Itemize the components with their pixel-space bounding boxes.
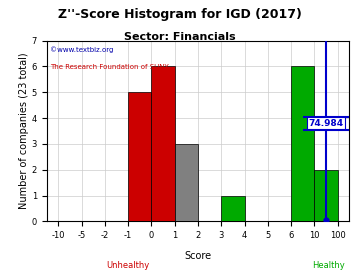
Text: The Research Foundation of SUNY: The Research Foundation of SUNY — [50, 64, 168, 70]
Text: Z''-Score Histogram for IGD (2017): Z''-Score Histogram for IGD (2017) — [58, 8, 302, 21]
Y-axis label: Number of companies (23 total): Number of companies (23 total) — [19, 53, 29, 209]
Text: 74.984: 74.984 — [309, 119, 343, 128]
Text: Unhealthy: Unhealthy — [107, 261, 150, 270]
Text: ©www.textbiz.org: ©www.textbiz.org — [50, 46, 113, 53]
X-axis label: Score: Score — [184, 251, 212, 261]
Text: Healthy: Healthy — [312, 261, 345, 270]
Bar — [291, 66, 314, 221]
Bar — [221, 195, 244, 221]
Bar — [128, 92, 152, 221]
Bar — [314, 170, 338, 221]
Bar — [175, 144, 198, 221]
Bar — [152, 66, 175, 221]
Text: Sector: Financials: Sector: Financials — [124, 32, 236, 42]
